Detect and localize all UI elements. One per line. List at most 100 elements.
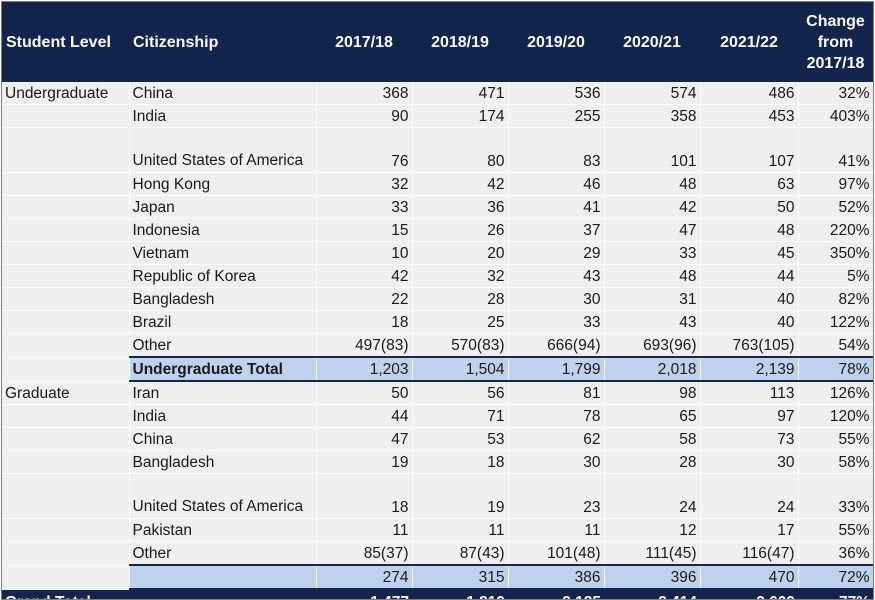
grand-total-change: 77% (798, 589, 873, 599)
value-cell: 43 (604, 310, 701, 334)
value-cell: 33 (316, 195, 413, 219)
student-level-cell: Graduate (2, 381, 130, 405)
subtotal-value: 386 (508, 564, 605, 590)
value-cell: 11 (412, 518, 509, 542)
value-cell: 46 (508, 172, 605, 196)
subtotal-value: 470 (700, 564, 799, 590)
table-row: Brazil 18 25 33 43 40 122% (2, 310, 873, 334)
change-cell: 126% (798, 381, 873, 405)
value-cell: 18 (412, 450, 509, 474)
citizenship-cell: Bangladesh (129, 450, 317, 474)
citizenship-cell: Hong Kong (129, 172, 317, 196)
value-cell: 42 (316, 264, 413, 288)
header-student-level: Student Level (2, 2, 129, 82)
table-row: Graduate Iran 50 56 81 98 113 126% (2, 381, 873, 405)
value-cell: 48 (700, 218, 799, 242)
value-cell: 50 (316, 381, 413, 405)
change-cell: 41% (798, 127, 873, 173)
value-cell: 48 (604, 264, 701, 288)
change-cell: 350% (798, 241, 873, 265)
student-level-cell (2, 287, 130, 311)
value-cell: 358 (604, 104, 701, 128)
subtotal-value: 1,504 (412, 356, 509, 382)
table-row: India 44 71 78 65 97 120% (2, 404, 873, 428)
value-cell: 453 (700, 104, 799, 128)
value-cell: 90 (316, 104, 413, 128)
header-citizenship: Citizenship (129, 2, 316, 82)
value-cell: 30 (700, 450, 799, 474)
value-cell: 50 (700, 195, 799, 219)
student-level-cell (2, 357, 130, 382)
value-cell: 87(43) (412, 541, 509, 566)
table-row: United States of America 76 80 83 101 107 41% (2, 127, 873, 173)
value-cell: 56 (412, 381, 509, 405)
value-cell: 33 (604, 241, 701, 265)
value-cell: 174 (412, 104, 509, 128)
citizenship-cell: Bangladesh (129, 287, 317, 311)
value-cell: 25 (412, 310, 509, 334)
value-cell: 18 (316, 473, 413, 519)
value-cell: 33 (508, 310, 605, 334)
value-cell: 19 (316, 450, 413, 474)
value-cell: 24 (700, 473, 799, 519)
change-cell: 52% (798, 195, 873, 219)
value-cell: 47 (316, 427, 413, 451)
citizenship-cell: United States of America (129, 127, 317, 173)
student-level-cell (2, 241, 130, 265)
value-cell: 71 (412, 404, 509, 428)
student-level-cell (2, 427, 130, 451)
citizenship-cell: Indonesia (129, 218, 317, 242)
value-cell: 28 (604, 450, 701, 474)
value-cell: 43 (508, 264, 605, 288)
header-2017-18: 2017/18 (316, 2, 412, 82)
value-cell: 570(83) (412, 333, 509, 358)
value-cell: 42 (604, 195, 701, 219)
student-level-cell (2, 450, 130, 474)
subtotal-value: 2,139 (700, 356, 799, 382)
value-cell: 101(48) (508, 541, 605, 566)
student-level-cell (2, 172, 130, 196)
subtotal-value: 1,799 (508, 356, 605, 382)
value-cell: 53 (412, 427, 509, 451)
student-level-cell (2, 333, 130, 358)
citizenship-cell: Vietnam (129, 241, 317, 265)
student-level-cell: Undergraduate (2, 82, 130, 105)
value-cell: 18 (316, 310, 413, 334)
table-row: Hong Kong 32 42 46 48 63 97% (2, 172, 873, 196)
table-row: Undergraduate China 368 471 536 574 486 32% (2, 82, 873, 105)
citizenship-cell: India (129, 104, 317, 128)
value-cell: 85(37) (316, 541, 413, 566)
value-cell: 63 (700, 172, 799, 196)
value-cell: 37 (508, 218, 605, 242)
table-row: Japan 33 36 41 42 50 52% (2, 195, 873, 219)
value-cell: 763(105) (700, 333, 799, 358)
subtotal-value: 315 (412, 564, 509, 590)
table-row: Republic of Korea 42 32 43 48 44 5% (2, 264, 873, 288)
subtotal-value: 2,018 (604, 356, 701, 382)
citizenship-cell: Iran (129, 381, 317, 405)
table-row: Pakistan 11 11 11 12 17 55% (2, 518, 873, 542)
grand-total-label: Grand Total (2, 589, 316, 599)
student-level-cell (2, 104, 130, 128)
value-cell: 42 (412, 172, 509, 196)
value-cell: 76 (316, 127, 413, 173)
grand-total-value: 1,819 (412, 589, 508, 599)
value-cell: 11 (508, 518, 605, 542)
grand-total-value: 1,477 (316, 589, 412, 599)
value-cell: 31 (604, 287, 701, 311)
subtotal-label (129, 564, 317, 590)
student-level-cell (2, 218, 130, 242)
change-cell: 36% (798, 541, 873, 566)
value-cell: 62 (508, 427, 605, 451)
table-row: Indonesia 15 26 37 47 48 220% (2, 218, 873, 242)
value-cell: 368 (316, 82, 413, 105)
value-cell: 255 (508, 104, 605, 128)
table-row: Vietnam 10 20 29 33 45 350% (2, 241, 873, 265)
change-cell: 403% (798, 104, 873, 128)
value-cell: 40 (700, 310, 799, 334)
value-cell: 116(47) (700, 541, 799, 566)
student-level-cell (2, 264, 130, 288)
value-cell: 80 (412, 127, 509, 173)
subtotal-change: 72% (798, 564, 873, 590)
value-cell: 666(94) (508, 333, 605, 358)
